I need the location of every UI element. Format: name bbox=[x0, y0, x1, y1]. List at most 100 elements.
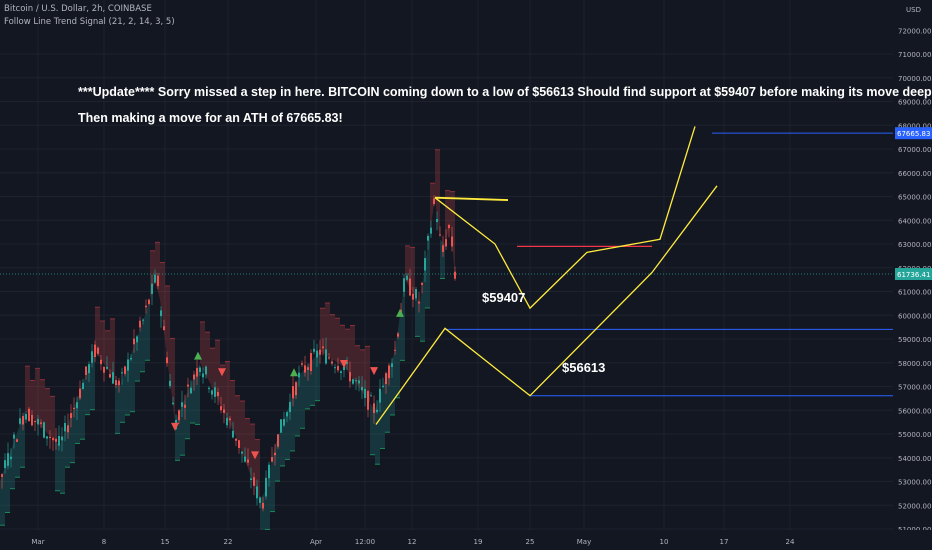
candle-body bbox=[208, 387, 210, 390]
sell-signal-marker bbox=[171, 422, 179, 431]
candle-body bbox=[388, 365, 390, 379]
candle-body bbox=[415, 289, 417, 299]
candle-body bbox=[295, 382, 297, 396]
price-tick-label: 53000.00 bbox=[898, 479, 931, 487]
candle-body bbox=[79, 388, 81, 399]
candle-body bbox=[433, 198, 435, 205]
candle-body bbox=[232, 430, 234, 438]
price-tick-label: 67000.00 bbox=[898, 146, 931, 154]
top-line bbox=[434, 196, 509, 202]
candle-body bbox=[70, 413, 72, 419]
price-tick-label: 65000.00 bbox=[898, 194, 931, 202]
trend-band-segment bbox=[420, 266, 425, 342]
candle-body bbox=[265, 477, 267, 497]
candle-body bbox=[109, 374, 111, 378]
annotation-line-1: ***Update**** Sorry missed a step in her… bbox=[78, 85, 932, 99]
candle-body bbox=[361, 386, 363, 391]
price-tick-label: 57000.00 bbox=[898, 384, 931, 392]
candle-body bbox=[220, 406, 222, 411]
time-axis: Mar 8 15 22 Apr 12:00 12 19 25 May 10 17 24 bbox=[0, 530, 932, 550]
trend-band-segment bbox=[120, 372, 125, 423]
candle-body bbox=[172, 402, 174, 405]
candle-body bbox=[370, 395, 372, 397]
candle-body bbox=[55, 438, 57, 442]
projection-lines bbox=[375, 126, 718, 425]
candle-body bbox=[118, 380, 120, 386]
candle-body bbox=[310, 353, 312, 372]
candle-body bbox=[379, 388, 381, 403]
buy-signal-marker bbox=[396, 308, 404, 317]
candle-body bbox=[256, 486, 258, 499]
signal-markers bbox=[171, 308, 404, 460]
candle-body bbox=[184, 404, 186, 408]
candle-body bbox=[67, 425, 69, 433]
trend-band-segment bbox=[135, 329, 140, 382]
candle-body bbox=[163, 326, 165, 330]
candle-body bbox=[31, 415, 33, 426]
trend-band-segment bbox=[345, 329, 350, 375]
price-tick-label: 55000.00 bbox=[898, 431, 931, 439]
trend-band-segment bbox=[165, 286, 170, 382]
candle-body bbox=[37, 418, 39, 425]
candle-body bbox=[439, 234, 441, 236]
candle-body bbox=[64, 422, 66, 432]
price-tick-label: 56000.00 bbox=[898, 407, 931, 415]
candle-body bbox=[157, 275, 159, 287]
candle-body bbox=[340, 371, 342, 374]
candle-body bbox=[7, 453, 9, 466]
ath-price-tag bbox=[895, 127, 932, 140]
candle-body bbox=[280, 419, 282, 433]
candle-body bbox=[154, 274, 156, 283]
candle-body bbox=[244, 456, 246, 462]
trend-band-segment bbox=[315, 350, 320, 401]
candle-body bbox=[217, 391, 219, 397]
candle-body bbox=[124, 366, 126, 374]
candle-body bbox=[25, 414, 27, 420]
trend-band-segment bbox=[270, 445, 275, 512]
time-axis-label: 12 bbox=[408, 538, 417, 546]
candle-body bbox=[127, 359, 129, 371]
trend-band-segment bbox=[395, 315, 400, 398]
currency-label: USD bbox=[906, 6, 921, 14]
candle-body bbox=[421, 282, 423, 285]
trend-band-segment bbox=[95, 307, 100, 358]
candle-body bbox=[193, 374, 195, 380]
projection-path-1 bbox=[434, 126, 696, 310]
candle-body bbox=[40, 422, 42, 424]
candle-body bbox=[10, 456, 12, 460]
annotation-line-2: Then making a move for an ATH of 67665.8… bbox=[78, 111, 343, 125]
candle-body bbox=[202, 373, 204, 378]
trend-band-segment bbox=[130, 343, 135, 412]
candle-body bbox=[364, 388, 366, 398]
candle-body bbox=[349, 372, 351, 382]
trend-band-segment bbox=[180, 398, 185, 456]
trend-band-segment bbox=[155, 242, 160, 300]
symbol-title: Bitcoin / U.S. Dollar, 2h, COINBASE bbox=[4, 4, 152, 14]
candle-body bbox=[322, 346, 324, 349]
candle-body bbox=[28, 408, 30, 422]
candle-body bbox=[328, 357, 330, 359]
trend-band-segment bbox=[195, 362, 200, 425]
low-label: $56613 bbox=[562, 360, 606, 375]
trend-band-segment bbox=[125, 358, 130, 415]
candle-body bbox=[13, 434, 15, 439]
candle-body bbox=[229, 418, 231, 421]
candle-body bbox=[196, 368, 198, 377]
candle-body bbox=[1, 474, 3, 477]
candle-body bbox=[298, 372, 300, 378]
candle-body bbox=[76, 402, 78, 409]
trend-band-segment bbox=[235, 395, 240, 448]
candle-body bbox=[373, 403, 375, 414]
candle-body bbox=[4, 460, 6, 469]
candle-body bbox=[190, 387, 192, 394]
candle-body bbox=[391, 363, 393, 368]
trend-band-segment bbox=[260, 491, 265, 537]
candle-body bbox=[286, 412, 288, 417]
trend-band-segment bbox=[340, 325, 345, 368]
candle-body bbox=[430, 227, 432, 234]
sell-signal-marker bbox=[340, 359, 348, 368]
candle-body bbox=[394, 349, 396, 351]
candle-body bbox=[331, 361, 333, 364]
trend-band-segment bbox=[0, 467, 5, 526]
